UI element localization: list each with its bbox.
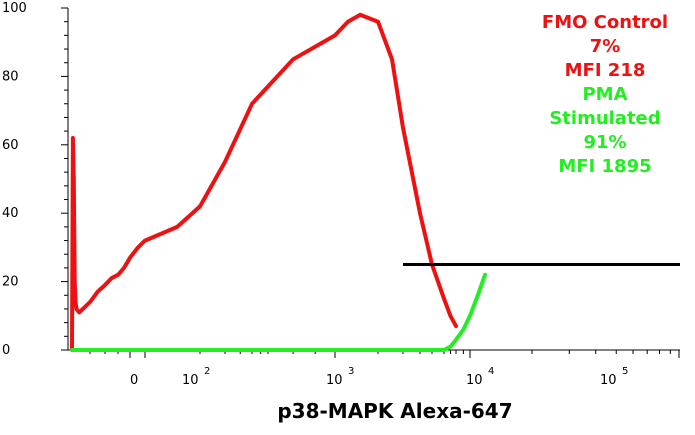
annotation-text: MFI 218 — [565, 60, 646, 81]
y-tick-label: 20 — [2, 275, 19, 290]
x-tick-exponent: 3 — [348, 366, 354, 377]
series-line-pma-stimulated — [70, 272, 487, 352]
annotation-text: 7% — [590, 36, 621, 57]
x-tick-label: 10 — [466, 373, 483, 388]
annotation-text: FMO Control — [542, 12, 668, 33]
series-line-fmo-control — [70, 12, 458, 352]
x-tick-exponent: 5 — [622, 366, 628, 377]
y-tick-label: 40 — [2, 206, 19, 221]
y-tick-label: 100 — [2, 1, 27, 16]
axes: 0 20 40 60 80 100 0 10 2 10 3 10 4 10 5 — [2, 1, 680, 388]
annotation-text: Stimulated — [549, 108, 660, 129]
x-tick-label: 10 — [600, 373, 617, 388]
y-tick-label: 60 — [2, 138, 19, 153]
x-tick-label: 10 — [326, 373, 343, 388]
x-axis-title: p38-MAPK Alexa-647 — [277, 399, 512, 423]
x-tick-label: 10 — [182, 373, 199, 388]
annotation-text: 91% — [583, 132, 626, 153]
annotations: FMO Control 7% MFI 218 PMA Stimulated 91% MFI … — [542, 12, 668, 177]
x-tick-exponent: 4 — [488, 366, 494, 377]
y-tick-label: 80 — [2, 69, 19, 84]
annotation-text: MFI 1895 — [558, 156, 651, 177]
x-tick-exponent: 2 — [204, 366, 210, 377]
y-tick-label: 0 — [2, 343, 10, 358]
series-layer — [70, 12, 487, 352]
x-tick-label: 0 — [130, 373, 138, 388]
annotation-text: PMA — [582, 84, 627, 105]
